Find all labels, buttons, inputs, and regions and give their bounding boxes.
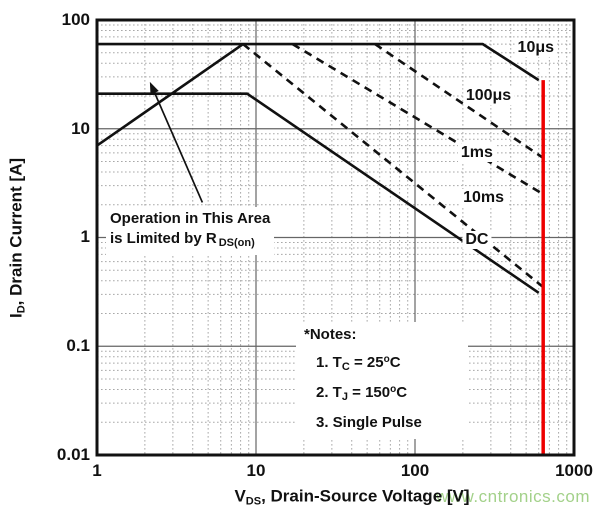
- curve-label-1ms: 1ms: [457, 143, 496, 162]
- curve-10μs: [97, 42, 540, 82]
- curve-10ms: [242, 43, 545, 289]
- curve-label-10us: 10μs: [514, 39, 558, 58]
- x-tick-10: 10: [246, 461, 266, 480]
- plot-frame: [95, 18, 576, 457]
- x-tick-1000: 1000: [555, 461, 593, 480]
- note-item-3: 3. Single Pulse: [316, 414, 422, 431]
- curve-label-100us: 100μs: [462, 87, 515, 105]
- watermark: www.cntronics.com: [436, 487, 590, 506]
- y-tick-10: 10: [71, 119, 90, 138]
- curve-1ms: [291, 42, 544, 196]
- curve-label-dc: DC: [462, 230, 492, 249]
- notes-title: *Notes:: [304, 326, 357, 343]
- annotation-arrow-shaft: [153, 92, 204, 203]
- curve-label-10ms: 10ms: [460, 189, 508, 208]
- x-tick-1: 1: [92, 461, 102, 480]
- annotation-line1: Operation in This Area: [110, 210, 271, 227]
- curve-RDS(on)-limit: [96, 43, 244, 147]
- curve-DC: [97, 92, 540, 294]
- curve-100μs: [374, 43, 544, 159]
- annotation-line2: is Limited by R DS(on): [110, 230, 255, 249]
- note-item-1: 1. TC = 25oC: [316, 354, 401, 373]
- annotation-arrow-head: [149, 81, 159, 95]
- x-tick-100: 100: [400, 461, 430, 480]
- annotation-rdson-area: Operation in This Area is Limited by R DS…: [106, 207, 275, 255]
- y-axis-title: ID, Drain Current [A]: [6, 157, 28, 319]
- y-tick-100: 100: [61, 10, 90, 29]
- x-axis-title: VDS, Drain-Source Voltage [V]: [234, 486, 470, 508]
- notes-block: *Notes: 1. TC = 25oC 2. TJ = 150oC 3. Si…: [296, 322, 468, 439]
- note-item-2: 2. TJ = 150oC: [316, 384, 408, 403]
- y-tick-1: 1: [80, 227, 90, 246]
- y-tick-0p01: 0.01: [56, 445, 90, 464]
- y-tick-0p1: 0.1: [66, 336, 90, 355]
